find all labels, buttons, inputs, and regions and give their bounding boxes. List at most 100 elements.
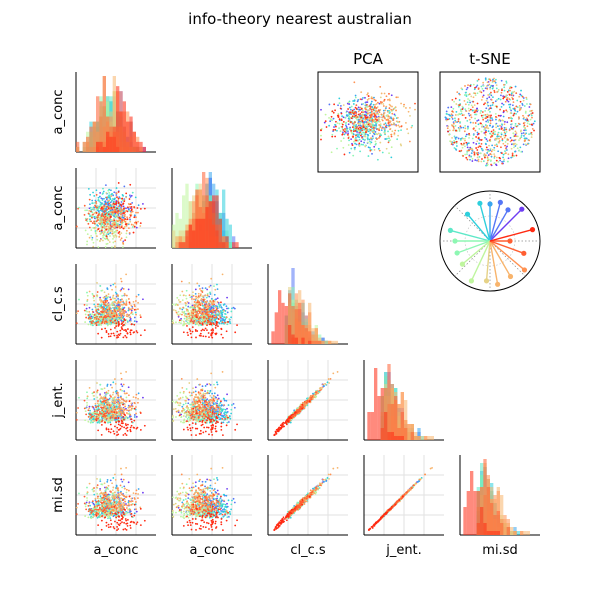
scatter-point — [130, 407, 133, 410]
scatter-point — [224, 313, 227, 316]
scatter-point — [205, 409, 207, 411]
scatter-point — [214, 425, 217, 428]
scatter-point — [97, 318, 100, 320]
scatter-point — [120, 215, 123, 218]
scatter-point — [85, 219, 88, 222]
scatter-point — [177, 299, 180, 301]
scatter-point — [93, 208, 95, 211]
scatter-point — [129, 205, 131, 208]
scatter-point — [97, 196, 100, 199]
scatter-point — [108, 232, 111, 235]
scatter-point — [109, 417, 112, 419]
scatter-point — [100, 303, 103, 306]
histogram-bar — [175, 212, 179, 248]
scatter-point — [88, 226, 91, 229]
scatter-point — [99, 240, 101, 243]
scatter-point — [109, 227, 112, 230]
scatter-point — [125, 434, 128, 437]
scatter-point — [87, 222, 90, 225]
scatter-point — [97, 308, 100, 311]
scatter-point — [181, 405, 184, 408]
scatter-point — [100, 403, 103, 406]
scatter-point — [119, 299, 122, 301]
scatter-panel — [267, 360, 348, 441]
histogram-bar — [225, 236, 229, 248]
histogram-bar — [235, 242, 239, 248]
scatter-point — [110, 428, 113, 431]
scatter-point — [122, 416, 125, 418]
scatter-point — [104, 412, 107, 415]
scatter-point — [93, 299, 95, 302]
scatter-point — [209, 420, 212, 423]
scatter-point — [130, 424, 133, 427]
scatter-point — [88, 209, 91, 212]
scatter-point — [102, 318, 105, 321]
scatter-point — [137, 301, 140, 304]
scatter-point — [94, 305, 97, 308]
scatter-point — [204, 385, 207, 387]
scatter-point — [99, 233, 102, 235]
scatter-point — [101, 388, 104, 391]
scatter-point — [185, 294, 187, 297]
histogram-bar — [274, 312, 278, 344]
scatter-point — [135, 313, 137, 316]
scatter-point — [116, 207, 119, 210]
scatter-point — [85, 413, 88, 416]
scatter-point — [106, 231, 109, 234]
scatter-point — [97, 406, 100, 409]
scatter-point — [100, 406, 102, 409]
scatter-point — [116, 309, 119, 312]
scatter-point — [226, 311, 229, 314]
scatter-point — [78, 298, 80, 301]
histogram-bar — [185, 230, 189, 248]
scatter-point — [108, 402, 111, 404]
scatter-point — [185, 289, 188, 292]
scatter-point — [126, 429, 129, 432]
scatter-point — [109, 201, 112, 204]
scatter-point — [139, 334, 142, 337]
scatter-point — [196, 405, 198, 408]
scatter-point — [116, 220, 119, 223]
scatter-point — [116, 294, 119, 297]
scatter-point — [137, 308, 139, 311]
scatter-point — [210, 418, 213, 421]
scatter-point — [97, 303, 99, 306]
scatter-point — [118, 231, 121, 233]
scatter-point — [236, 423, 238, 426]
scatter-point — [94, 230, 97, 232]
scatter-point — [118, 219, 120, 222]
scatter-point — [129, 413, 132, 416]
scatter-point — [214, 409, 217, 412]
scatter-point — [181, 396, 184, 399]
scatter-point — [212, 409, 214, 412]
scatter-point — [111, 232, 114, 235]
scatter-point — [86, 217, 89, 220]
scatter-point — [84, 217, 87, 220]
scatter-point — [110, 410, 113, 413]
scatter-point — [98, 216, 100, 219]
scatter-point — [92, 324, 94, 327]
scatter-point — [188, 315, 191, 318]
scatter-point — [205, 312, 207, 315]
scatter-point — [193, 298, 195, 301]
histogram-bar — [192, 230, 196, 248]
scatter-point — [212, 299, 215, 302]
scatter-point — [97, 324, 100, 326]
scatter-point — [135, 211, 137, 214]
scatter-point — [107, 428, 110, 431]
scatter-point — [200, 432, 202, 435]
scatter-point — [185, 323, 187, 325]
scatter-point — [127, 328, 129, 330]
scatter-point — [123, 219, 125, 222]
scatter-point — [185, 315, 188, 318]
scatter-point — [121, 219, 124, 221]
scatter-point — [195, 316, 198, 319]
scatter-point — [104, 218, 107, 221]
histogram-bar — [198, 218, 202, 248]
scatter-point — [106, 216, 109, 219]
scatter-point — [98, 195, 101, 198]
scatter-point — [135, 330, 138, 332]
scatter-point — [119, 424, 122, 427]
histogram-bar — [96, 96, 100, 152]
scatter-point — [114, 203, 116, 206]
